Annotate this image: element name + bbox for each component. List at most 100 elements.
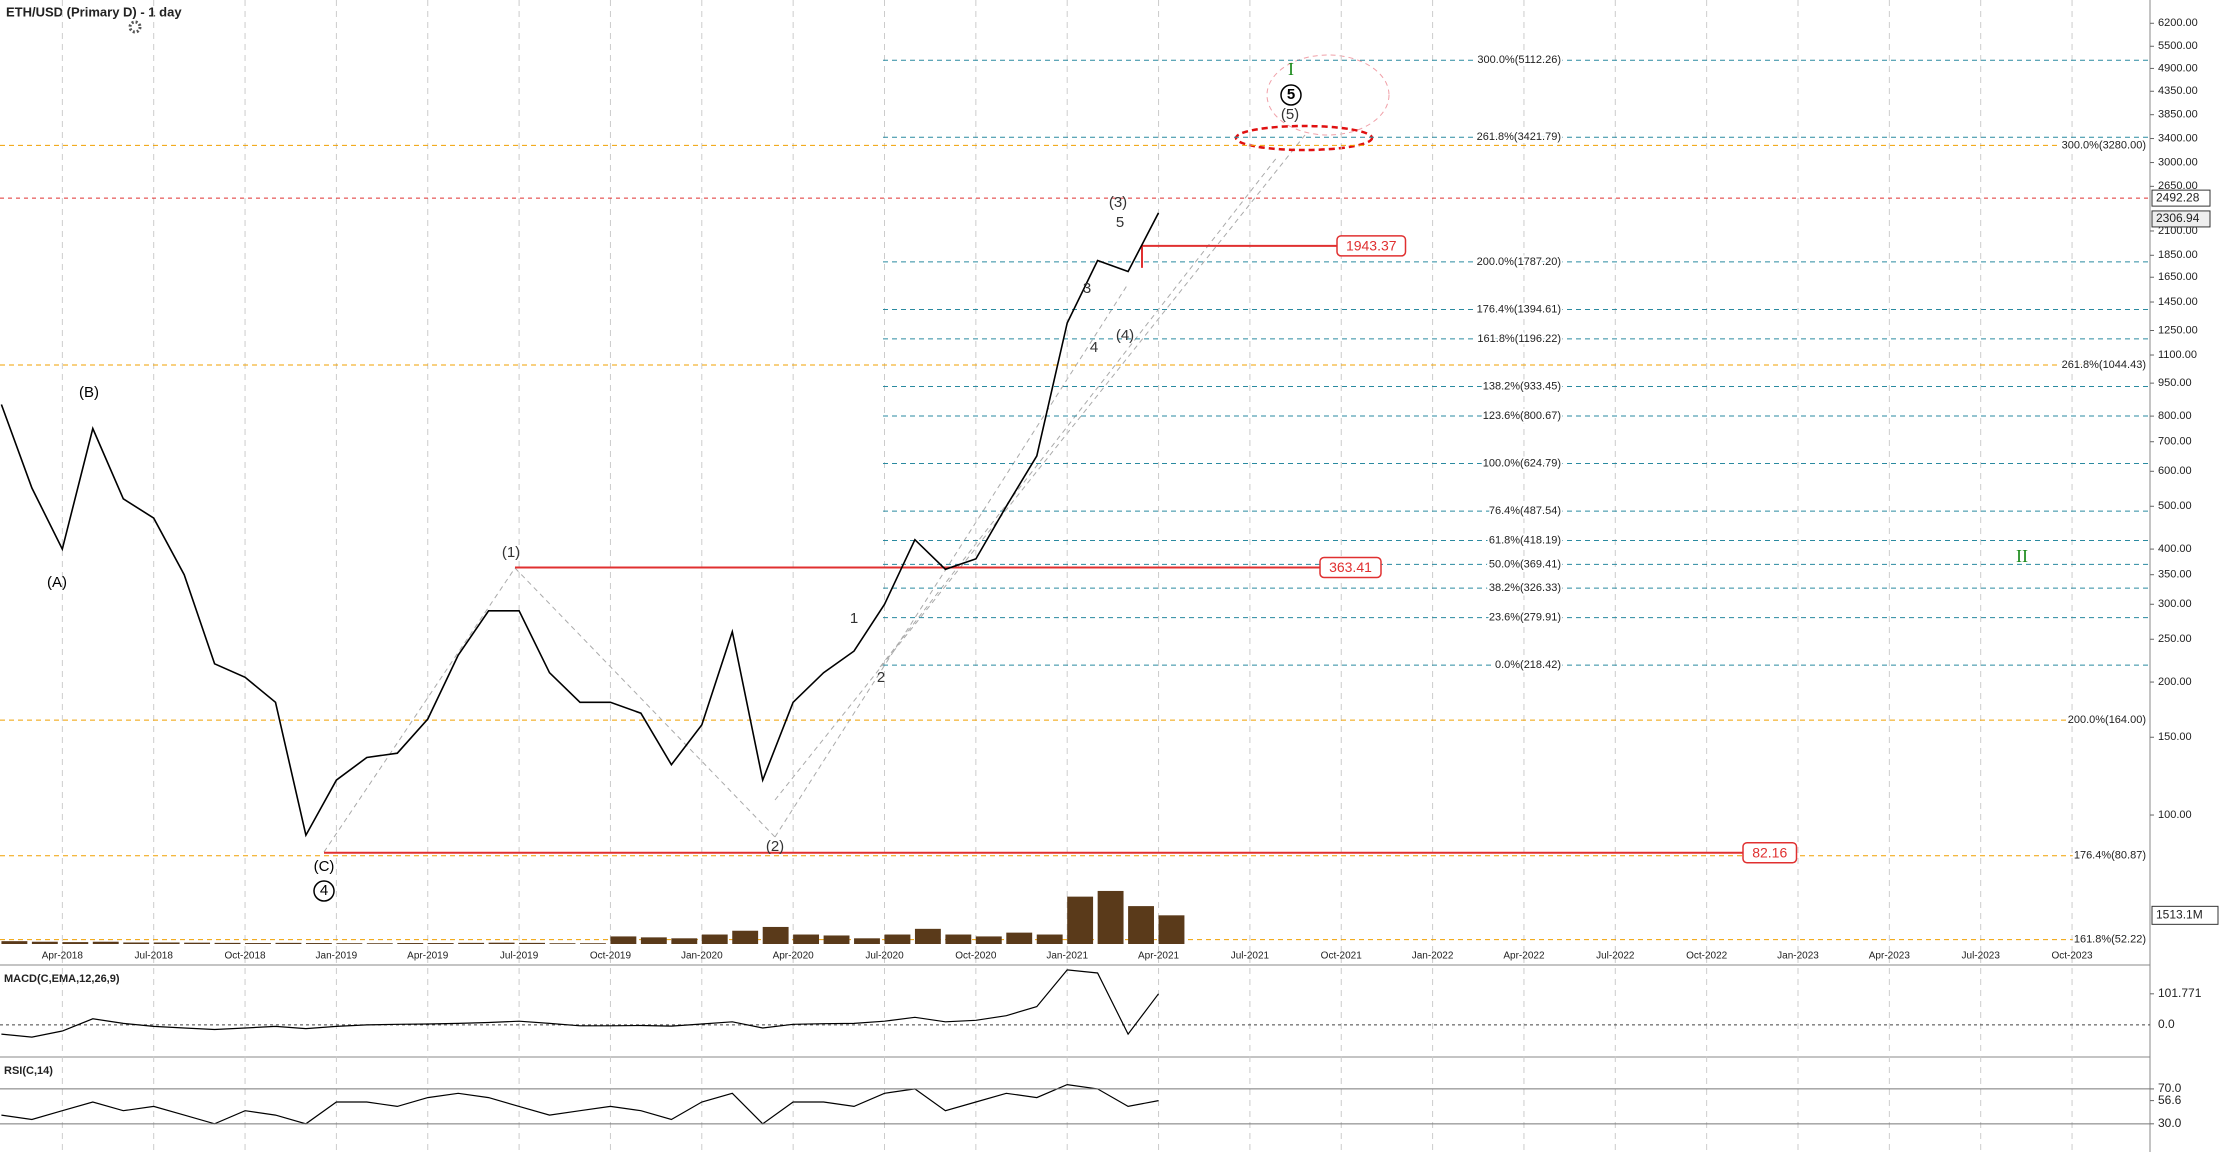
key-level-label: 363.41 xyxy=(1329,559,1372,575)
y-tick-label: 500.00 xyxy=(2158,500,2192,512)
y-tick-label: 70.0 xyxy=(2158,1081,2182,1095)
volume-bar xyxy=(92,941,119,944)
settings-icon[interactable] xyxy=(128,20,142,34)
volume-bar xyxy=(580,943,606,944)
key-level-box xyxy=(1336,235,1407,257)
macd-line xyxy=(1,969,1159,1038)
volume-bar xyxy=(1128,906,1154,944)
y-tick-label: 1650.00 xyxy=(2158,271,2198,283)
fib-label: 123.6%(800.67) xyxy=(1483,410,1561,422)
volume-bar xyxy=(854,938,880,944)
wave-circle xyxy=(313,880,335,902)
volume-bar xyxy=(62,942,89,944)
y-tick-label: 300.00 xyxy=(2158,598,2192,610)
y-tick-label: 56.6 xyxy=(2158,1093,2182,1107)
volume-bar xyxy=(1067,896,1094,944)
fib-label: 300.0%(5112.26) xyxy=(1477,54,1561,66)
volume-bar xyxy=(793,934,820,944)
y-tick-label: 0.0 xyxy=(2158,1017,2175,1031)
extension-label: 161.8%(52.22) xyxy=(2074,934,2146,946)
x-tick-label: Apr-2019 xyxy=(407,951,449,962)
y-tick-label: 800.00 xyxy=(2158,410,2192,422)
y-tick-label: 1250.00 xyxy=(2158,324,2198,336)
fib-label: 176.4%(1394.61) xyxy=(1477,303,1561,315)
key-level-label: 82.16 xyxy=(1752,844,1787,860)
x-tick-label: Apr-2018 xyxy=(42,951,84,962)
wave-label: 5 xyxy=(1287,86,1295,103)
volume-bar xyxy=(488,942,515,944)
wave-label: 1 xyxy=(850,610,858,627)
y-tick-label: 700.00 xyxy=(2158,436,2192,448)
wave-label: (5) xyxy=(1281,106,1299,123)
volume-bar xyxy=(610,936,637,944)
wave-label: I xyxy=(1288,59,1294,79)
rsi-line xyxy=(1,1083,1159,1125)
x-tick-label: Apr-2021 xyxy=(1138,951,1180,962)
volume-bar xyxy=(732,930,759,944)
y-tick-label: 250.00 xyxy=(2158,633,2192,645)
target-zone xyxy=(1266,54,1390,136)
volume-bar xyxy=(305,943,332,944)
wave-label: 3 xyxy=(1083,280,1091,297)
key-level-label: 1943.37 xyxy=(1346,238,1397,254)
volume-bar xyxy=(397,943,424,944)
fib-label: 50.0%(369.41) xyxy=(1489,558,1561,570)
volume-bar xyxy=(336,943,363,944)
wave-label: (4) xyxy=(1116,327,1134,344)
wave-label: (1) xyxy=(502,544,520,561)
y-tick-label: 6200.00 xyxy=(2158,17,2198,29)
y-tick-label: 30.0 xyxy=(2158,1116,2182,1130)
wave-label: (A) xyxy=(47,574,67,591)
y-tick-label: 150.00 xyxy=(2158,731,2192,743)
key-level-box xyxy=(1319,556,1382,579)
volume-bar xyxy=(31,941,58,944)
price-marker-label: 2306.94 xyxy=(2156,211,2200,225)
y-tick-label: 350.00 xyxy=(2158,569,2192,581)
volume-bar xyxy=(245,943,271,944)
price-marker-label: 2492.28 xyxy=(2156,190,2200,204)
fib-label: 61.8%(418.19) xyxy=(1489,534,1561,546)
fib-label: 161.8%(1196.22) xyxy=(1477,333,1561,345)
fib-label: 38.2%(326.33) xyxy=(1489,582,1561,594)
wave-circle xyxy=(1280,84,1302,106)
x-tick-label: Jan-2023 xyxy=(1777,951,1819,962)
volume-bar xyxy=(914,928,941,944)
volume-bar xyxy=(123,942,150,944)
volume-box xyxy=(2151,905,2219,925)
y-tick-label: 1450.00 xyxy=(2158,296,2198,308)
x-tick-label: Apr-2022 xyxy=(1503,951,1545,962)
volume-bar xyxy=(945,934,972,944)
wave-label: (C) xyxy=(314,858,335,875)
volume-bar xyxy=(1036,934,1063,944)
volume-bar xyxy=(701,934,728,944)
x-tick-label: Jul-2018 xyxy=(135,951,174,962)
volume-bar xyxy=(1,941,28,944)
price-line-series xyxy=(0,212,1160,838)
x-tick-label: Oct-2023 xyxy=(2051,951,2093,962)
x-tick-label: Jul-2023 xyxy=(1962,951,2001,962)
y-tick-label: 200.00 xyxy=(2158,676,2192,688)
x-tick-label: Jan-2021 xyxy=(1046,951,1088,962)
extension-label: 200.0%(164.00) xyxy=(2068,714,2146,726)
volume-bar xyxy=(640,937,667,944)
extension-label: 176.4%(80.87) xyxy=(2074,850,2146,862)
volume-bar xyxy=(153,942,180,944)
x-tick-label: Oct-2020 xyxy=(955,951,997,962)
y-tick-label: 950.00 xyxy=(2158,377,2192,389)
target-zone xyxy=(1234,124,1374,152)
x-tick-label: Oct-2018 xyxy=(224,951,266,962)
trend-lines xyxy=(323,134,1306,853)
y-tick-label: 1850.00 xyxy=(2158,249,2198,261)
volume-bar xyxy=(184,942,211,944)
volume-bar xyxy=(1097,890,1124,944)
key-level-box xyxy=(1742,841,1798,864)
price-marker-box xyxy=(2151,210,2211,228)
fib-label: 23.6%(279.91) xyxy=(1489,611,1561,623)
fib-label: 76.4%(487.54) xyxy=(1489,505,1561,517)
chart-title: ETH/USD (Primary D) - 1 day xyxy=(6,4,182,19)
volume-bar xyxy=(1158,915,1185,944)
macd-title: MACD(C,EMA,12,26,9) xyxy=(4,973,120,985)
volume-bar xyxy=(427,943,454,944)
